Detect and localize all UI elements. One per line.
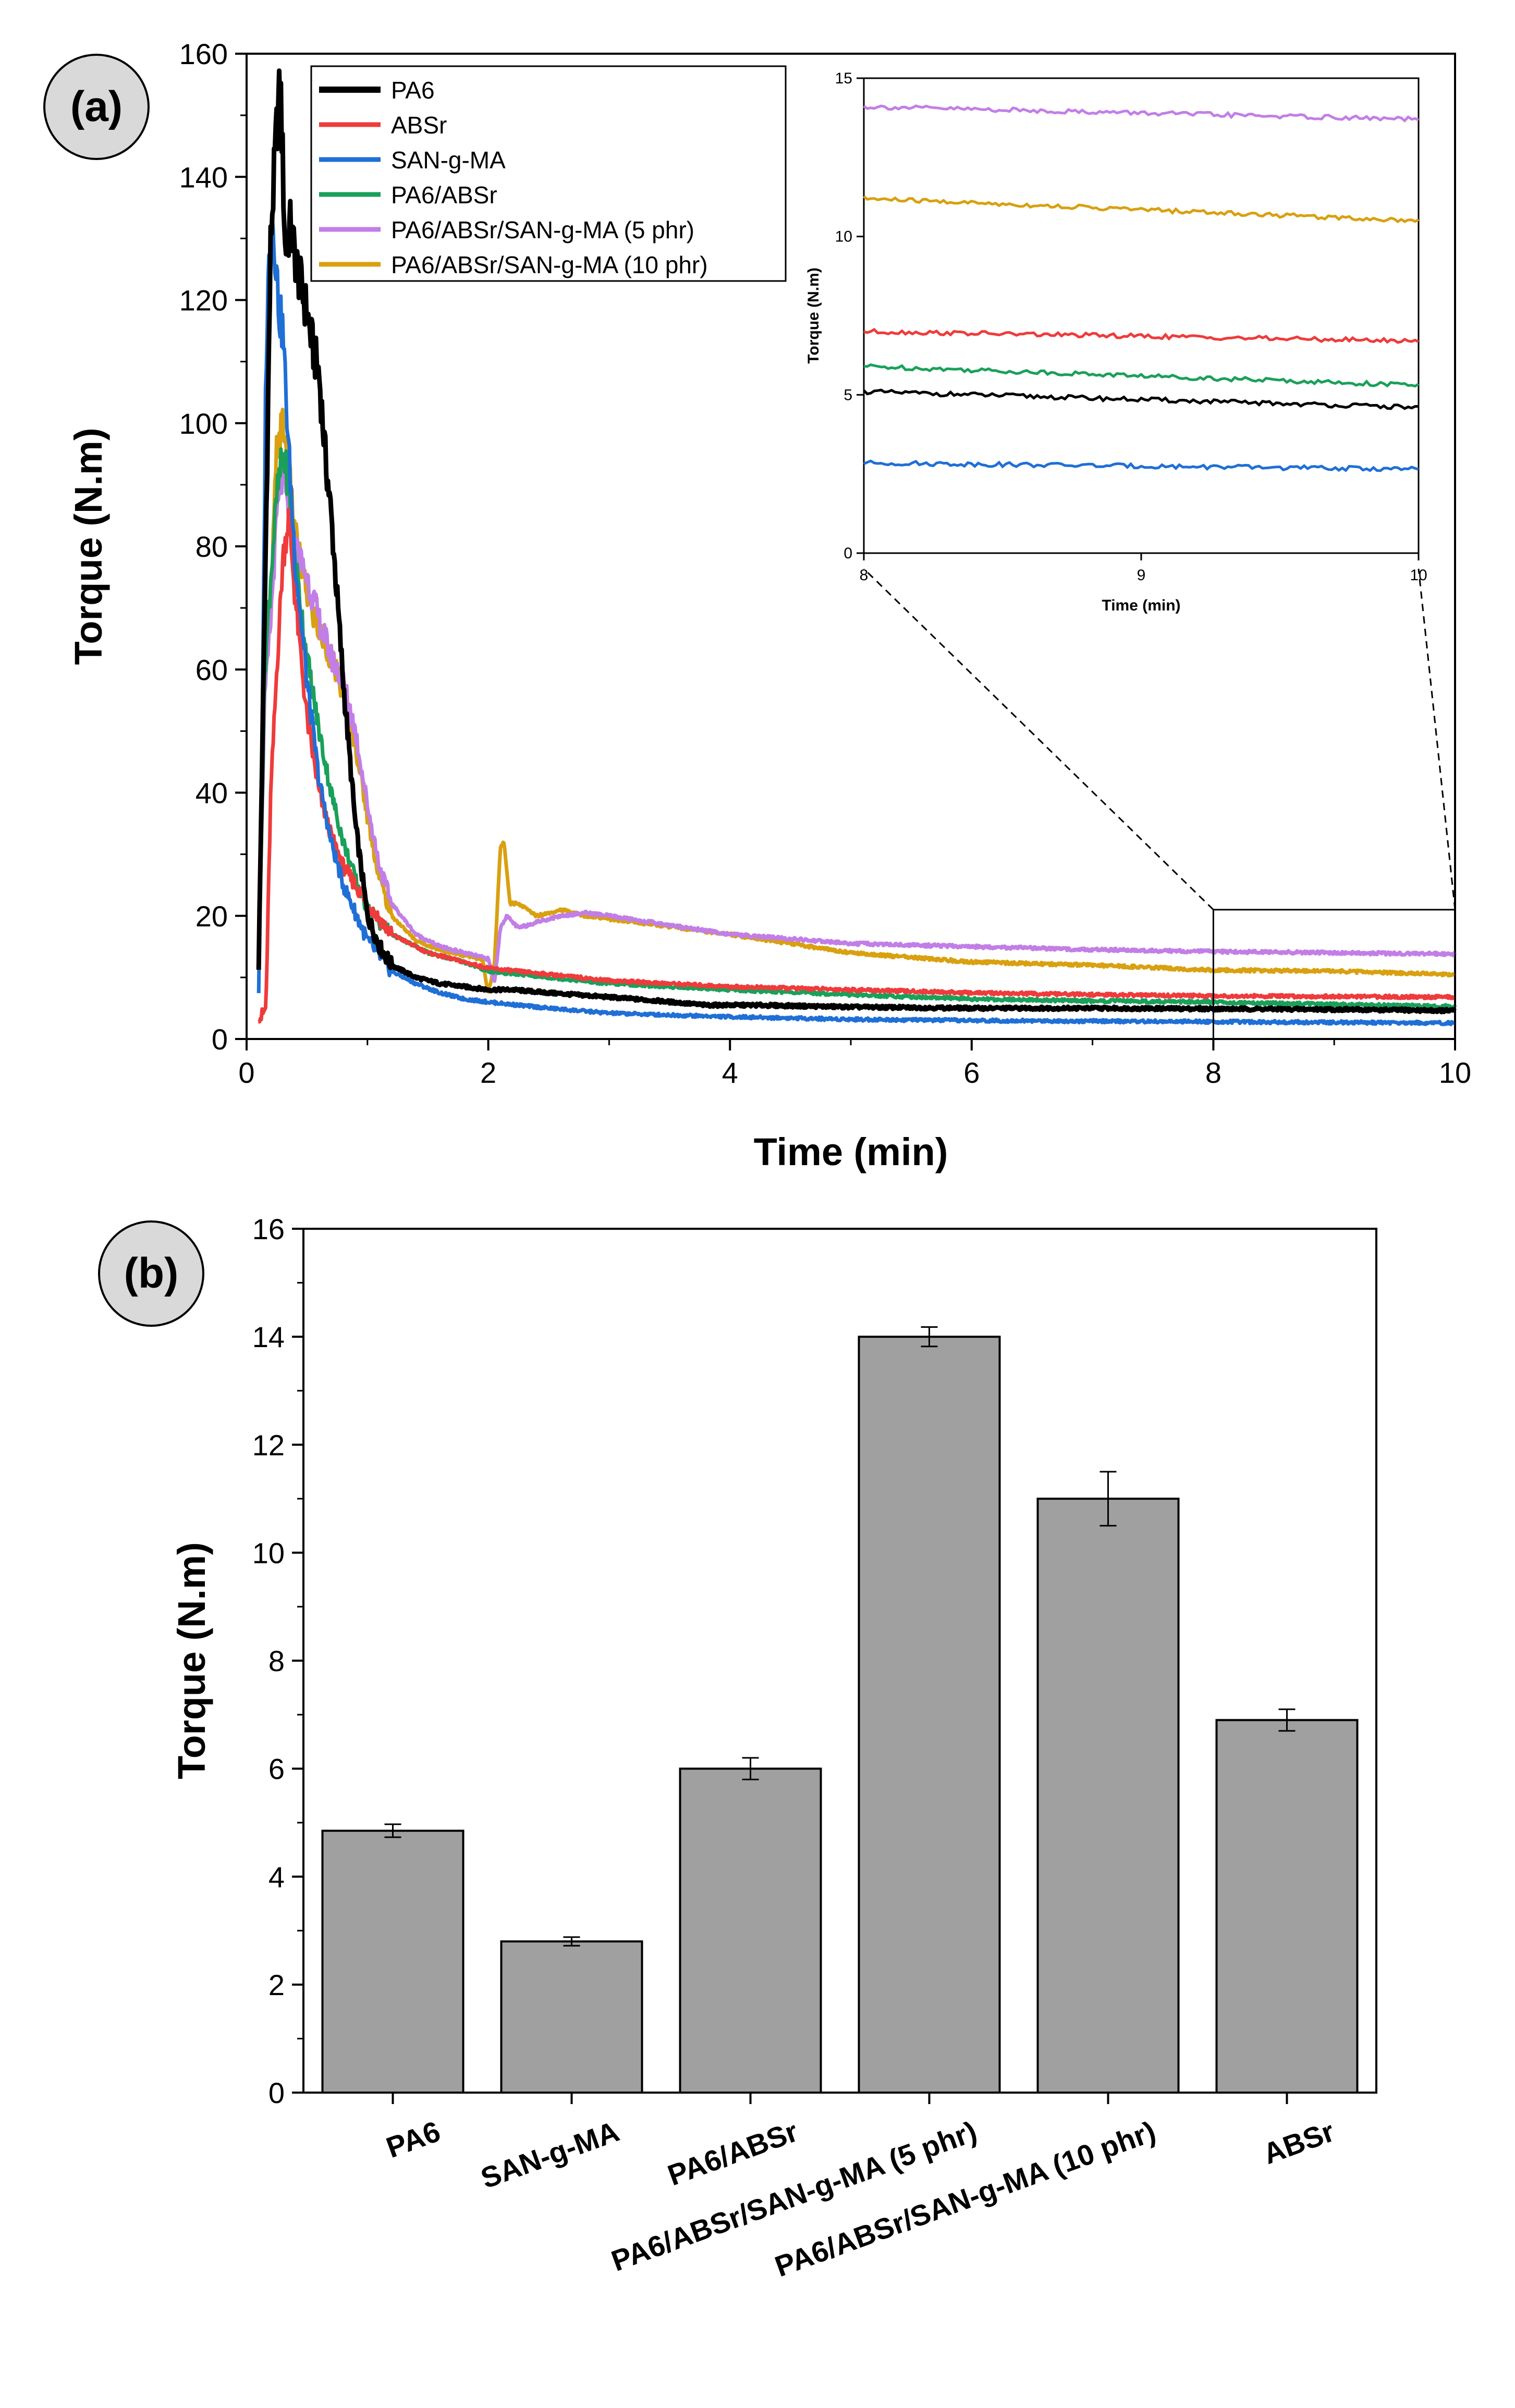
legend-box-a (310, 65, 787, 282)
inset-y-tick-label: 5 (844, 386, 852, 404)
y-tick-label-a: 140 (179, 161, 228, 193)
x-tick-label-a: 0 (238, 1056, 254, 1089)
inset-series-line-0 (863, 388, 1419, 410)
y-tick-label-b: 6 (268, 1753, 285, 1786)
series-line-4 (256, 455, 1457, 983)
y-tick-label-b: 8 (268, 1645, 285, 1678)
series-line-0 (256, 68, 1457, 1014)
inset-y-tick-label: 10 (835, 228, 852, 246)
x-tick-label-a: 4 (722, 1056, 738, 1089)
inset-series-line-2 (863, 459, 1419, 472)
bar-5 (1215, 1719, 1359, 2094)
plot-frame-b (302, 1228, 1377, 2094)
y-tick-label-a: 120 (179, 284, 228, 317)
y-tick-label-a: 20 (196, 900, 228, 933)
x-category-label-1: SAN-g-MA (477, 2114, 624, 2195)
y-tick-label-a: 100 (179, 407, 228, 440)
zoom-box (1212, 909, 1456, 1040)
inset-series-line-5 (863, 195, 1420, 224)
series-line-1 (258, 507, 1456, 1024)
inset-x-tick-label: 8 (860, 567, 869, 584)
x-category-label-0: PA6 (382, 2114, 445, 2164)
legend-label-5: PA6/ABSr/SAN-g-MA (10 phr) (391, 251, 708, 278)
y-tick-label-a: 80 (196, 530, 228, 563)
x-category-label-5: ABSr (1259, 2114, 1338, 2170)
panel-label-a: (a) (70, 83, 123, 130)
zoom-connector-left (863, 568, 1214, 911)
legend-label-4: PA6/ABSr/SAN-g-MA (5 phr) (391, 216, 694, 243)
y-tick-label-b: 14 (252, 1321, 285, 1353)
y-tick-label-b: 12 (252, 1428, 285, 1461)
inset-y-tick-label: 0 (844, 545, 852, 562)
y-tick-label-a: 60 (196, 653, 228, 686)
inset-series-line-4 (863, 104, 1419, 123)
inset-frame (863, 77, 1420, 554)
y-tick-label-b: 2 (268, 1969, 285, 2001)
inset-y-tick-label: 15 (835, 70, 852, 87)
bar-0 (321, 1829, 465, 2094)
y-axis-title-b: Torque (N.m) (170, 1542, 213, 1779)
inset-series-line-1 (863, 327, 1420, 344)
y-tick-label-a: 40 (196, 777, 228, 810)
x-tick-label-a: 10 (1439, 1056, 1471, 1089)
x-tick-label-a: 6 (963, 1056, 980, 1089)
x-tick-label-a: 2 (480, 1056, 496, 1089)
bar-2 (679, 1767, 822, 2094)
legend-a: PA6 ABSr SAN-g-MA PA6/ABSr PA6/ABSr/SAN-g-MA… (310, 65, 787, 282)
inset-series-line-3 (863, 363, 1420, 388)
y-tick-label-a: 0 (212, 1023, 228, 1056)
legend-label-2: SAN-g-MA (391, 146, 506, 174)
panel-label-circle-a (43, 54, 150, 160)
y-tick-label-b: 10 (252, 1536, 285, 1569)
x-category-label-2: PA6/ABSr (663, 2114, 802, 2192)
bar-3 (858, 1336, 1001, 2094)
y-tick-label-a: 160 (179, 38, 228, 70)
inset-x-tick-label: 9 (1137, 567, 1146, 584)
inset-y-title: Torque (N.m) (805, 267, 822, 363)
legend-label-3: PA6/ABSr (391, 181, 497, 209)
zoom-connector-right (1418, 568, 1456, 910)
series-line-2 (256, 216, 1457, 1026)
legend-label-0: PA6 (391, 77, 435, 104)
legend-label-1: ABSr (391, 112, 447, 139)
x-tick-label-a: 8 (1205, 1056, 1221, 1089)
panel-label-circle-b (98, 1220, 204, 1327)
y-tick-label-b: 4 (268, 1861, 285, 1893)
inset-x-title: Time (min) (1102, 597, 1180, 614)
series-line-5 (256, 407, 1457, 994)
panel-label-b: (b) (124, 1250, 179, 1297)
bar-4 (1036, 1497, 1180, 2094)
inset-x-tick-label: 10 (1410, 567, 1427, 584)
x-axis-title-a: Time (min) (754, 1130, 948, 1174)
panel-b-bar-chart: 0 2 4 6 8 10 12 14 16 Torque (N.m) (b) PA6 SAN-g-MA P… (98, 1213, 1377, 2283)
y-tick-label-b: 0 (268, 2076, 285, 2109)
y-tick-label-b: 16 (252, 1213, 285, 1245)
bar-1 (500, 1940, 643, 2094)
y-axis-title-a: Torque (N.m) (67, 428, 110, 665)
